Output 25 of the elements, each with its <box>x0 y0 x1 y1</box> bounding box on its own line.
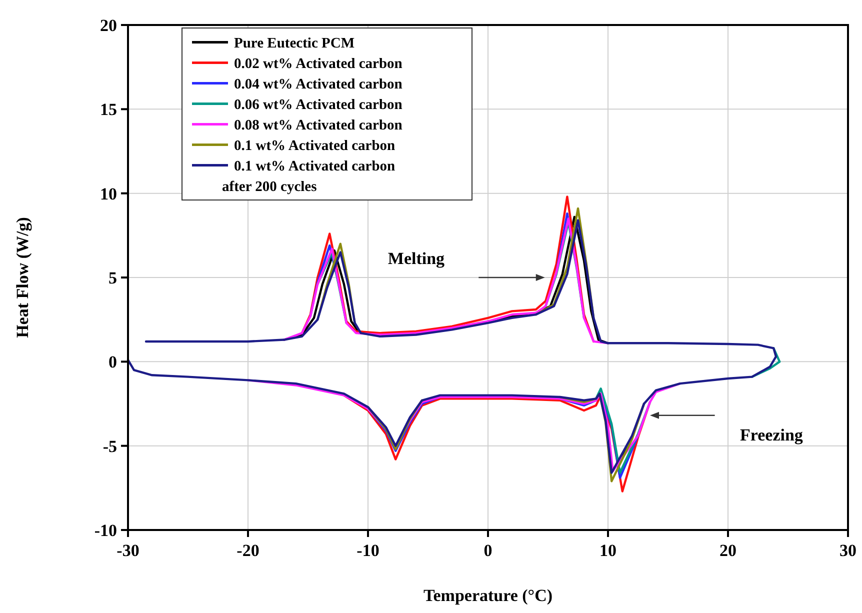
y-tick-label: 0 <box>108 352 117 372</box>
legend-label: 0.02 wt% Activated carbon <box>234 56 402 72</box>
legend-label: 0.04 wt% Activated carbon <box>234 76 402 92</box>
x-tick-label: 30 <box>840 541 856 560</box>
legend-label: 0.1 wt% Activated carbon <box>234 138 396 154</box>
y-tick-label: -10 <box>94 520 117 540</box>
legend-label: 0.06 wt% Activated carbon <box>234 96 402 113</box>
x-tick-label: -20 <box>236 541 260 560</box>
legend-label: 0.1 wt% Activated carbon after 200 cycles <box>222 158 396 195</box>
y-tick-label: -5 <box>102 436 117 456</box>
x-tick-label: 20 <box>720 541 736 560</box>
annotation: Freezing <box>740 426 804 445</box>
legend-label: 0.08 wt% Activated carbon <box>234 117 402 134</box>
x-tick-label: 10 <box>600 541 616 560</box>
x-tick-label: -30 <box>116 541 140 560</box>
x-axis-title: Temperature (°C) <box>423 586 553 605</box>
y-tick-label: 10 <box>100 184 117 204</box>
y-axis-title: Heat Flow (W/g) <box>13 217 32 338</box>
annotation: Melting <box>388 248 446 268</box>
x-tick-label: 0 <box>484 541 492 560</box>
y-tick-label: 20 <box>100 16 117 35</box>
legend-label: Pure Eutectic PCM <box>234 35 355 52</box>
y-tick-label: 15 <box>100 100 117 120</box>
x-tick-label: -10 <box>356 541 380 560</box>
y-tick-label: 5 <box>108 268 117 288</box>
